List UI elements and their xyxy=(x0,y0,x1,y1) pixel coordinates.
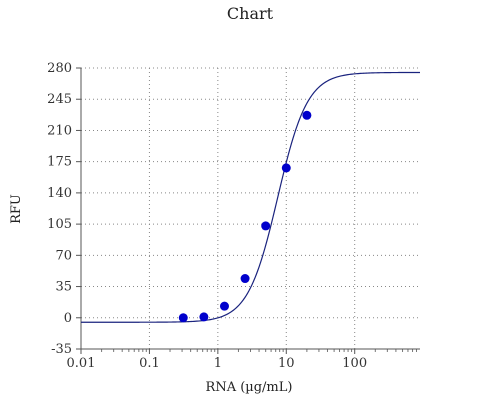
y-tick-label: 140 xyxy=(47,186,72,201)
x-tick-label: 0.1 xyxy=(139,356,160,371)
chart-title: Chart xyxy=(226,4,274,23)
y-tick-label: 280 xyxy=(47,61,72,76)
y-tick-label: 0 xyxy=(64,311,72,326)
tick-labels: 0.01 0.1 1 10 100 -35 0 35 70 105 140 175 210 245 280 xyxy=(47,61,367,371)
x-axis-title: RNA (µg/mL) xyxy=(206,380,293,395)
y-tick-label: 70 xyxy=(55,248,72,263)
data-point xyxy=(240,274,250,284)
y-tick-label: 210 xyxy=(47,123,72,138)
fit-curve xyxy=(81,71,420,323)
x-tick-label: 0.01 xyxy=(67,356,96,371)
axes xyxy=(76,67,420,354)
y-tick-label: 35 xyxy=(55,280,72,295)
y-tick-label: 175 xyxy=(47,155,72,170)
y-tick-label: -35 xyxy=(51,342,72,357)
data-points-layer xyxy=(178,110,312,323)
data-point xyxy=(281,163,291,173)
data-point xyxy=(199,312,209,322)
grid-lines xyxy=(80,67,420,349)
x-tick-label: 100 xyxy=(342,356,367,371)
fit-curve-layer xyxy=(81,71,420,323)
y-tick-label: 105 xyxy=(47,217,72,232)
x-tick-label: 10 xyxy=(278,356,295,371)
y-axis-title: RFU xyxy=(9,194,24,224)
data-point xyxy=(219,301,229,311)
x-tick-label: 1 xyxy=(214,356,222,371)
data-point xyxy=(302,110,312,120)
data-point xyxy=(261,221,271,231)
y-tick-label: 245 xyxy=(47,92,72,107)
data-point xyxy=(178,313,188,323)
